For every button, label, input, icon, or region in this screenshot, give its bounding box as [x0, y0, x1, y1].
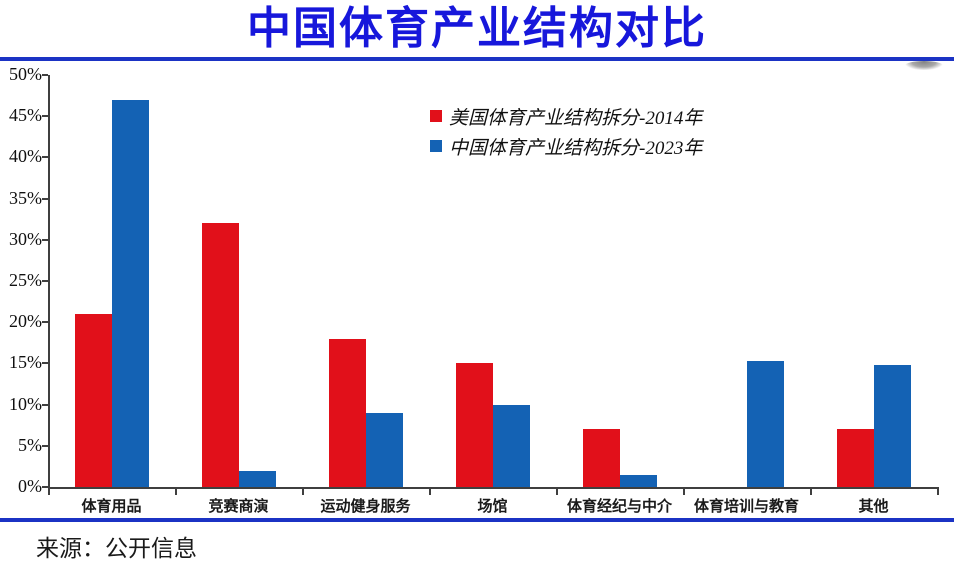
y-tick: [42, 156, 48, 159]
x-category-label: 竞赛商演: [208, 498, 269, 515]
y-tick-label: 30%: [9, 228, 42, 249]
x-tick: [556, 489, 558, 495]
x-category-label: 场馆: [477, 498, 508, 515]
legend-swatch-icon: [430, 110, 442, 122]
legend-label: 中国体育产业结构拆分-2023年: [449, 137, 703, 159]
bar-cn-4: [619, 474, 657, 487]
y-tick-label: 10%: [9, 393, 42, 414]
y-tick-label: 20%: [9, 311, 42, 332]
y-tick: [42, 362, 48, 365]
x-category-label: 体育培训与教育: [693, 498, 799, 515]
y-tick: [42, 321, 48, 324]
y-tick-label: 35%: [9, 187, 42, 208]
footer-rule: [0, 518, 954, 522]
y-tick-label: 15%: [9, 352, 42, 373]
y-tick: [42, 280, 48, 282]
y-tick: [42, 486, 48, 488]
y-tick: [42, 444, 48, 447]
bar-cn-1: [238, 470, 276, 487]
x-category-label: 运动健身服务: [320, 498, 411, 515]
bar-us-3: [455, 363, 493, 487]
bar-cn-5: [746, 360, 784, 487]
x-tick: [175, 489, 177, 495]
x-tick: [810, 489, 812, 495]
x-category-label: 其他: [858, 498, 889, 515]
legend-item: 美国体育产业结构拆分-2014年: [430, 103, 702, 129]
bar-us-0: [74, 313, 112, 487]
y-tick: [42, 403, 48, 406]
bar-us-6: [836, 429, 874, 487]
bar-cn-2: [365, 412, 403, 487]
y-tick: [42, 238, 48, 241]
y-tick: [42, 74, 48, 76]
legend-swatch-icon: [430, 140, 442, 152]
y-tick-label: 25%: [9, 270, 42, 290]
x-axis: [48, 487, 939, 489]
title-underline: [0, 57, 954, 61]
x-tick: [302, 489, 304, 495]
legend-item: 中国体育产业结构拆分-2023年: [430, 133, 702, 159]
x-tick: [429, 489, 431, 495]
y-tick-label: 50%: [9, 64, 42, 84]
x-tick: [937, 489, 939, 495]
bar-cn-3: [492, 404, 530, 487]
bar-cn-0: [111, 99, 149, 487]
source-text: 来源：公开信息: [36, 535, 197, 561]
legend-label: 美国体育产业结构拆分-2014年: [449, 107, 703, 129]
y-tick: [42, 197, 48, 200]
bar-us-1: [201, 223, 239, 487]
y-tick-label: 5%: [18, 434, 42, 455]
y-tick-label: 40%: [9, 146, 42, 167]
bar-us-2: [328, 338, 366, 487]
watermark-smudge: [905, 61, 943, 70]
y-tick: [42, 115, 48, 118]
x-tick: [48, 489, 50, 495]
bar-us-4: [582, 429, 620, 487]
y-axis: [48, 75, 50, 489]
page-title: 中国体育产业结构对比: [247, 4, 707, 53]
bar-cn-6: [873, 365, 911, 487]
x-category-label: 体育用品: [81, 498, 142, 515]
y-tick-label: 45%: [9, 105, 42, 126]
y-tick-label: 0%: [18, 476, 42, 496]
x-tick: [683, 489, 685, 495]
x-category-label: 体育经纪与中介: [566, 498, 672, 515]
